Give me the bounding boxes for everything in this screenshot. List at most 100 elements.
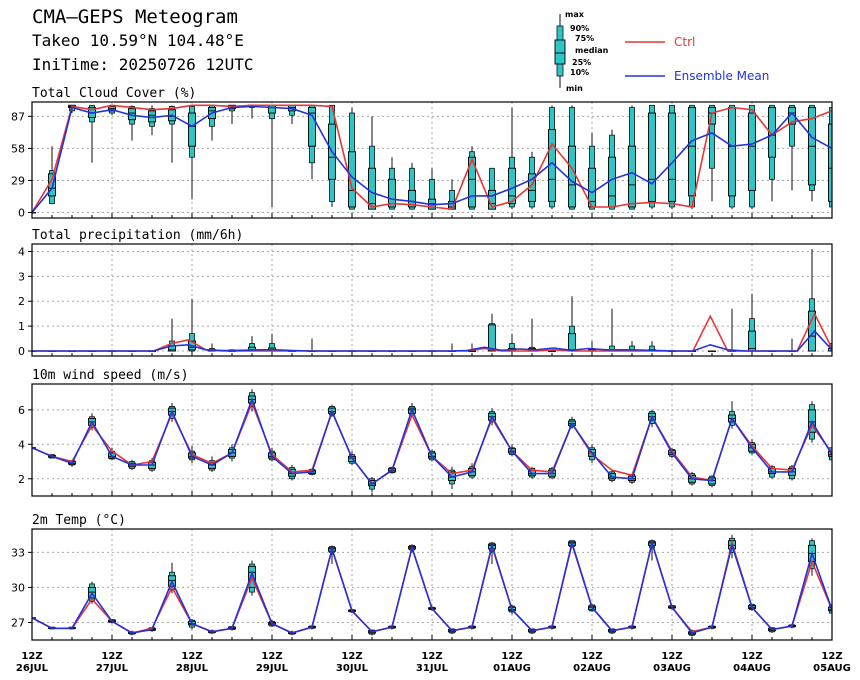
- box-plot: [708, 475, 716, 488]
- panel-temp: 2m Temp (°C) 27 30 33: [11, 513, 833, 641]
- y-tick-label: 0: [18, 206, 25, 219]
- box-plot: [788, 338, 796, 353]
- box-plot: [608, 308, 616, 352]
- x-tick-label-date: 01AUG: [493, 663, 531, 674]
- x-tick-label-hour: 12Z: [661, 651, 682, 662]
- chart-title: CMA–GEPS Meteogram: [32, 6, 238, 28]
- init-time-label: IniTime: 20250726 12UTC: [32, 55, 254, 74]
- x-tick-label-date: 28JUL: [176, 663, 209, 674]
- box-plot: [708, 350, 716, 353]
- y-tick-label: 30: [11, 581, 25, 594]
- box-plot: [48, 146, 56, 205]
- x-axis-labels: 12Z26JUL12Z27JUL12Z28JUL12Z29JUL12Z30JUL…: [16, 651, 851, 674]
- x-tick-label-hour: 12Z: [181, 651, 202, 662]
- box-plot: [128, 105, 136, 141]
- box-plot: [32, 211, 36, 214]
- box-quartile: [628, 145, 636, 208]
- y-tick-label: 29: [11, 174, 25, 187]
- ensemble-mean-line: [32, 329, 832, 352]
- x-tick-label-hour: 12Z: [101, 651, 122, 662]
- box-plot: [608, 129, 616, 210]
- x-tick-label-hour: 12Z: [821, 651, 842, 662]
- box-plot: [368, 116, 376, 210]
- x-tick-label-date: 31JUL: [416, 663, 449, 674]
- box-plot: [768, 104, 776, 202]
- legend-box-label: 90%: [570, 24, 589, 33]
- legend-box-label: median: [575, 46, 609, 55]
- x-tick-label-hour: 12Z: [581, 651, 602, 662]
- legend-box-label: 10%: [570, 68, 589, 77]
- box-plot: [648, 104, 656, 210]
- box-plot: [668, 104, 676, 210]
- x-tick-label-hour: 12Z: [21, 651, 42, 662]
- panel-title: 10m wind speed (m/s): [32, 368, 189, 383]
- panel-frame: [31, 101, 833, 219]
- panel-wind: 10m wind speed (m/s) 2 4 6: [18, 368, 833, 497]
- box-quartile: [608, 156, 616, 208]
- panel-frame: [31, 383, 833, 497]
- box-quartile: [748, 112, 756, 191]
- box-plot: [728, 308, 736, 353]
- box-decile: [709, 104, 715, 169]
- box-quartile: [728, 107, 736, 197]
- ensemble-mean-line: [32, 397, 832, 485]
- box-plot: [828, 603, 832, 616]
- y-tick-label: 87: [11, 110, 25, 123]
- box-plot: [168, 105, 176, 163]
- x-tick-label-date: 04AUG: [733, 663, 771, 674]
- box-plot: [88, 104, 96, 163]
- y-tick-label: 58: [11, 142, 25, 155]
- box-plot: [188, 105, 196, 200]
- legend: max 90%75% median 25%10% min Ctrl Ensemble Mea…: [554, 10, 769, 93]
- box-plot: [328, 104, 336, 207]
- box-quartile: [668, 112, 676, 202]
- ensemble-mean-line: [32, 539, 832, 634]
- box-quartile: [368, 167, 376, 210]
- box-decile: [789, 104, 795, 147]
- x-tick-label-hour: 12Z: [501, 651, 522, 662]
- panel-cloud: Total Cloud Cover (%) 0 29 58 87: [11, 86, 833, 219]
- box-quartile: [488, 324, 496, 352]
- panel-title: Total precipitation (mm/6h): [32, 228, 243, 243]
- box-plot: [468, 146, 476, 210]
- y-tick-label: 3: [18, 270, 25, 283]
- box-quartile: [148, 110, 156, 123]
- box-plot: [268, 104, 276, 207]
- box-plot: [208, 104, 216, 141]
- box-quartile: [408, 189, 416, 208]
- box-plot: [528, 318, 536, 352]
- box-quartile: [688, 107, 696, 197]
- x-tick-label-date: 05AUG: [813, 663, 851, 674]
- x-tick-label-date: 27JUL: [96, 663, 129, 674]
- box-plot: [708, 104, 716, 202]
- box-plot: [388, 157, 396, 210]
- y-tick-label: 4: [18, 438, 25, 451]
- box-plot: [548, 105, 556, 210]
- box-plot: [568, 296, 576, 352]
- meteogram-header: CMA–GEPS Meteogram Takeo 10.59°N 104.48°…: [0, 0, 860, 90]
- y-tick-label: 1: [18, 320, 25, 333]
- panel-data: [32, 534, 832, 637]
- box-plot: [548, 350, 556, 353]
- x-tick-label-hour: 12Z: [261, 651, 282, 662]
- box-quartile: [828, 123, 832, 202]
- box-quartile: [508, 167, 516, 205]
- box-quartile: [268, 104, 276, 114]
- box-plot: [748, 293, 756, 352]
- box-quartile: [828, 606, 832, 612]
- box-plot: [308, 338, 316, 353]
- ctrl-line: [32, 104, 832, 213]
- x-tick-label-date: 02AUG: [573, 663, 611, 674]
- y-tick-label: 2: [18, 295, 25, 308]
- box-plot: [748, 104, 756, 210]
- y-tick-label: 4: [18, 245, 25, 258]
- box-plot: [428, 168, 436, 210]
- box-plot: [628, 105, 636, 210]
- location-label: Takeo 10.59°N 104.48°E: [32, 31, 244, 50]
- legend-quartile-box: [554, 39, 566, 65]
- box-quartile: [648, 112, 656, 202]
- panel-data: [32, 248, 832, 353]
- panel-data: [32, 104, 832, 214]
- box-plot: [488, 313, 496, 352]
